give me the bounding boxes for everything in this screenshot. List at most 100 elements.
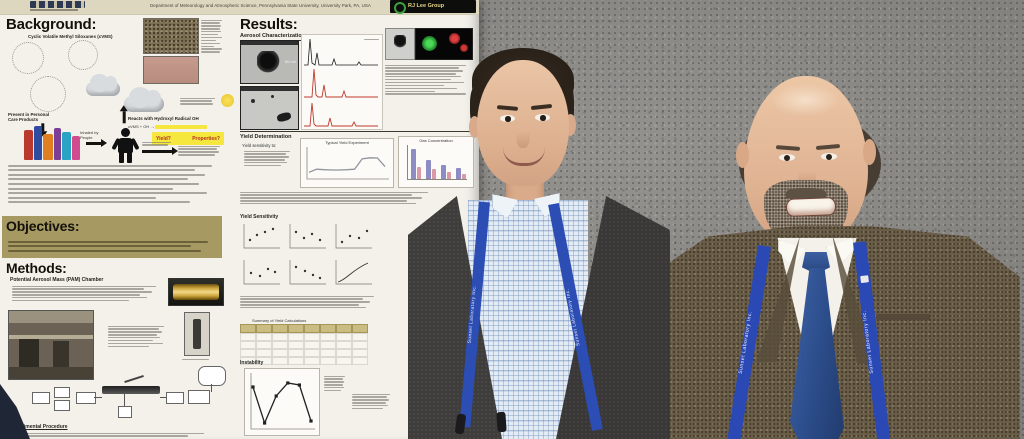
person-right-eyebrow [775,145,801,151]
table-cell [320,333,336,341]
results-heading: Results: [240,16,298,33]
bar [456,167,461,179]
lab-floor [9,367,93,379]
text-line [324,384,343,386]
table-cell [288,357,304,365]
particle-speck [271,95,274,98]
text-line [182,358,209,360]
text-line [385,73,457,75]
table-cell [336,357,352,365]
microscopy-texture-image [143,18,199,54]
scatter-curve-plot [335,260,372,285]
poster-header-band: Department of Meteorology and Atmospheri… [0,0,479,15]
pam-description-text [12,284,162,303]
sensitivity-subheading: Yield Sensitivity [240,214,279,220]
objectives-band: Objectives: [2,216,222,258]
molecule-ring [12,42,44,74]
text-line [8,196,157,199]
text-line [385,90,436,92]
table-cell [352,357,368,365]
red-fluorescence-blob [460,44,468,52]
text-line [12,432,204,434]
text-line [385,93,466,95]
methods-heading: Methods: [6,260,67,276]
text-line [8,192,208,195]
table-cell [240,357,256,365]
sample-pink-image [143,56,199,84]
text-line [201,36,222,39]
yield-chart-title: Typical Yield Experiment [325,140,369,145]
em-image-1: 50 nm [240,40,299,84]
table-cell [256,341,272,349]
text-line [8,245,192,248]
table-cell [352,349,368,357]
lanyard-clasp [496,411,507,433]
person-right-ear [863,139,876,165]
table-cell [304,349,320,357]
table-cell [336,333,352,341]
text-line [324,381,345,383]
table-cell [240,333,256,341]
table-cell [320,349,336,357]
text-line [108,342,163,345]
instability-paragraph [352,392,392,411]
pupil [784,155,790,161]
text-line [8,201,191,204]
text-line [201,39,217,42]
objectives-heading: Objectives: [6,218,80,234]
text-line [385,70,464,72]
equation-highlight [155,124,208,129]
person-left-ear [469,116,480,138]
text-line [12,285,156,287]
flow-line [160,397,166,398]
cloud-graphic [86,73,120,96]
text-line [352,405,388,407]
fluorescence-image [415,28,473,60]
scatter-plot [243,224,280,249]
oxidation-caption [142,140,172,147]
text-line [108,334,158,336]
yield-sensitivity-list [244,149,292,168]
mass-spectra-panel [301,34,383,130]
table-cell [288,341,304,349]
table-header-cell [320,324,336,333]
table-header-cell [352,324,368,333]
person-pictogram [111,128,140,164]
background-subtitle: Cyclic Volatile Methyl Siloxanes (cVMS) [28,34,113,39]
reacts-label: Reacts with Hydroxyl Radical OH [128,116,199,121]
poster-affiliation: Department of Meteorology and Atmospheri… [150,3,371,8]
text-line [324,375,346,377]
procedure-text [12,431,212,438]
text-line [352,393,391,395]
instability-chart [244,368,320,436]
note-properties: Properties? [192,135,220,142]
table-cell [272,333,288,341]
text-line [180,103,214,105]
text-line [385,81,464,84]
text-line [8,187,174,190]
gold-cylinder [173,284,219,300]
em-scale-label: 50 nm [284,59,296,64]
text-line [108,331,162,333]
person-right-face [744,76,868,246]
person-right-mustache [786,188,826,199]
bar [446,171,451,179]
objectives-text [8,238,216,254]
bar [411,148,416,179]
text-line [8,249,202,252]
gas-concentration-chart: Gas Concentration [398,136,474,188]
caption-text-block [201,18,223,54]
text-line [178,145,221,147]
text-line [324,378,344,380]
molecule-ring [30,76,66,112]
table-cell [256,349,272,357]
instrument-photo [184,312,210,356]
text-line [178,154,216,156]
flow-rounded-box [198,366,226,386]
text-line [142,144,169,146]
text-line [385,87,458,90]
table-header-cell [288,324,304,333]
text-line [201,33,219,36]
text-line [12,294,140,296]
